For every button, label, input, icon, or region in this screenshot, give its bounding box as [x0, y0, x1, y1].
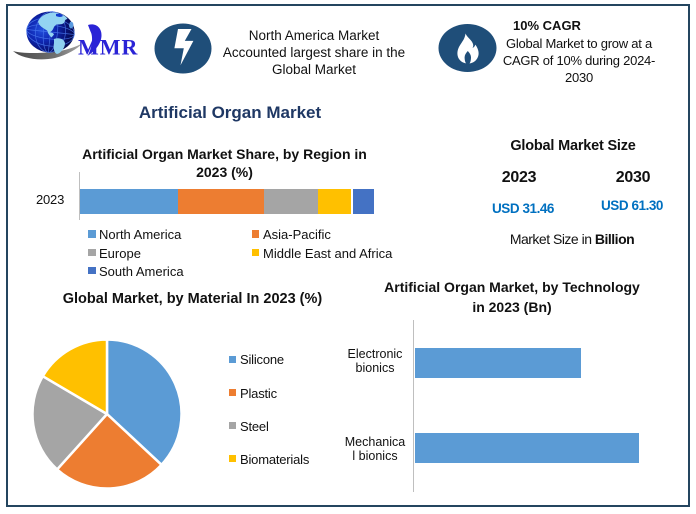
svg-text:MMR: MMR [78, 35, 139, 60]
